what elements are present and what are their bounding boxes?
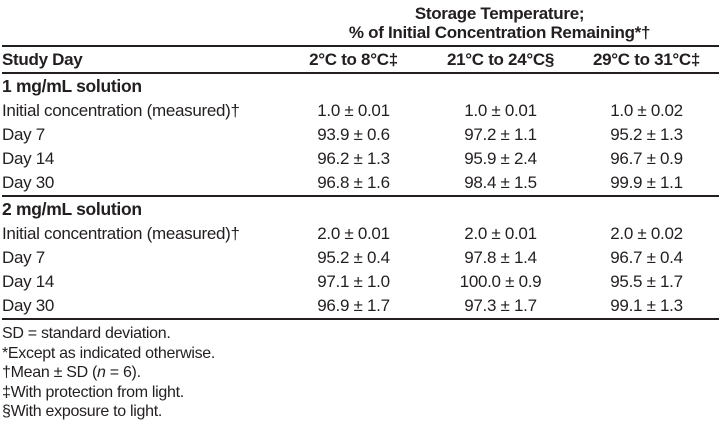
row-label: Day 7	[2, 125, 45, 144]
section-header-row-2: 2 mg/mL solution	[2, 196, 719, 222]
footnote-section-sign: §With exposure to light.	[2, 403, 162, 420]
section-title: 2 mg/mL solution	[2, 199, 142, 219]
column-header-temp-1: 2°C to 8°C‡	[280, 46, 427, 74]
row-label: Initial concentration (measured)†	[2, 101, 240, 120]
table-row: Day 14 96.2 ± 1.3 95.9 ± 2.4 96.7 ± 0.9	[2, 147, 719, 171]
column-header-row: Study Day 2°C to 8°C‡ 21°C to 24°C§ 29°C…	[2, 46, 720, 74]
row-label: Initial concentration (measured)†	[2, 224, 240, 243]
cell-value: 93.9 ± 0.6	[317, 125, 390, 144]
cell-value: 2.0 ± 0.02	[610, 224, 683, 243]
footnote-double-dagger: ‡With protection from light.	[2, 383, 184, 401]
cell-value: 97.8 ± 1.4	[464, 248, 537, 267]
column-header-temp-3: 29°C to 31°C‡	[574, 46, 720, 74]
row-label: Day 14	[2, 272, 55, 291]
section-title: 1 mg/mL solution	[2, 76, 142, 96]
row-label: Day 7	[2, 248, 45, 267]
cell-value: 2.0 ± 0.01	[317, 224, 390, 243]
span-header-line2: % of Initial Concentration Remaining*†	[348, 23, 651, 42]
cell-value: 96.7 ± 0.9	[610, 149, 683, 168]
cell-value: 97.2 ± 1.1	[464, 125, 537, 144]
footnote-sd: SD = standard deviation.	[2, 325, 171, 342]
footnotes: SD = standard deviation. *Except as indi…	[2, 320, 721, 422]
cell-value: 95.2 ± 0.4	[317, 248, 390, 267]
cell-value: 96.2 ± 1.3	[317, 149, 390, 168]
cell-value: 2.0 ± 0.01	[464, 224, 537, 243]
cell-value: 95.5 ± 1.7	[610, 272, 683, 291]
stability-table: Storage Temperature; % of Initial Concen…	[2, 2, 720, 320]
cell-value: 96.9 ± 1.7	[280, 294, 427, 320]
row-label: Day 14	[2, 149, 55, 168]
row-header-study-day: Study Day	[2, 46, 280, 74]
cell-value: 1.0 ± 0.02	[610, 101, 683, 120]
column-header-temp-2: 21°C to 24°C§	[427, 46, 574, 74]
cell-value: 1.0 ± 0.01	[317, 101, 390, 120]
table-row: Initial concentration (measured)† 1.0 ± …	[2, 99, 719, 123]
footnote-dagger-n: n	[97, 364, 106, 381]
section-header-row-1: 1 mg/mL solution	[2, 73, 719, 99]
table-row: Day 30 96.8 ± 1.6 98.4 ± 1.5 99.9 ± 1.1	[2, 171, 720, 197]
table-row: Day 14 97.1 ± 1.0 100.0 ± 0.9 95.5 ± 1.7	[2, 270, 719, 294]
cell-value: 99.9 ± 1.1	[574, 171, 720, 197]
row-label: Day 30	[2, 294, 280, 320]
corner-cell	[2, 2, 280, 47]
table-row: Initial concentration (measured)† 2.0 ± …	[2, 222, 719, 246]
cell-value: 1.0 ± 0.01	[464, 101, 537, 120]
row-label: Day 30	[2, 171, 280, 197]
table-row: Day 7 95.2 ± 0.4 97.8 ± 1.4 96.7 ± 0.4	[2, 246, 719, 270]
cell-value: 97.3 ± 1.7	[427, 294, 574, 320]
cell-value: 98.4 ± 1.5	[427, 171, 574, 197]
cell-value: 100.0 ± 0.9	[459, 272, 542, 291]
footnote-dagger: †Mean ± SD (n = 6).	[2, 363, 721, 383]
span-header-row: Storage Temperature; % of Initial Concen…	[2, 2, 720, 47]
table-row: Day 30 96.9 ± 1.7 97.3 ± 1.7 99.1 ± 1.3	[2, 294, 720, 320]
cell-value: 96.8 ± 1.6	[280, 171, 427, 197]
cell-value: 99.1 ± 1.3	[574, 294, 720, 320]
cell-value: 96.7 ± 0.4	[610, 248, 683, 267]
cell-value: 97.1 ± 1.0	[317, 272, 390, 291]
cell-value: 95.9 ± 2.4	[464, 149, 537, 168]
span-header-line1: Storage Temperature;	[414, 4, 585, 23]
footnote-asterisk: *Except as indicated otherwise.	[2, 344, 216, 362]
span-header-cell: Storage Temperature; % of Initial Concen…	[280, 2, 720, 47]
footnote-dagger-pre: †Mean ± SD (	[2, 364, 97, 381]
table-row: Day 7 93.9 ± 0.6 97.2 ± 1.1 95.2 ± 1.3	[2, 123, 719, 147]
footnote-dagger-post: = 6).	[105, 364, 141, 381]
cell-value: 95.2 ± 1.3	[610, 125, 683, 144]
